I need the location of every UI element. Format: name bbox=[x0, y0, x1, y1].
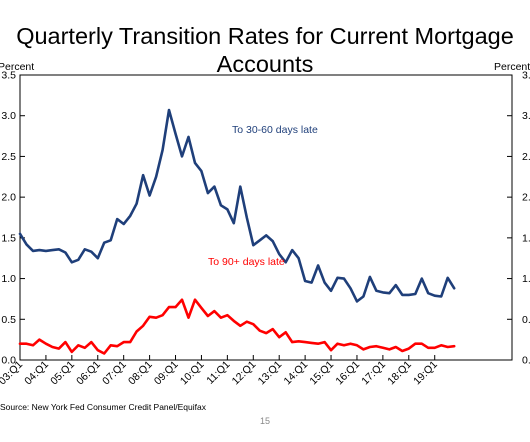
x-tick-label: 09:Q1 bbox=[152, 359, 181, 388]
y-tick-label-left: 2.5 bbox=[1, 151, 16, 163]
x-tick-label: 19:Q1 bbox=[411, 359, 440, 388]
series-line-90-plus-days bbox=[18, 298, 456, 355]
x-tick-label: 11:Q1 bbox=[204, 359, 232, 387]
x-tick-label: 12:Q1 bbox=[230, 359, 259, 388]
y-tick-label-right: 0.5 bbox=[522, 314, 530, 326]
x-tick-label: 05:Q1 bbox=[48, 359, 77, 388]
y-tick-label-left: 2.0 bbox=[1, 192, 16, 204]
y-axis-label-right: Percent bbox=[494, 61, 530, 73]
x-tick-label: 14:Q1 bbox=[282, 359, 311, 388]
y-tick-label-left: 0.5 bbox=[1, 314, 16, 326]
source-note: Source: New York Fed Consumer Credit Pan… bbox=[0, 402, 206, 412]
y-tick-label-right: 2.0 bbox=[522, 192, 530, 204]
x-tick-label: 17:Q1 bbox=[359, 359, 388, 388]
x-tick-label: 16:Q1 bbox=[333, 359, 362, 388]
x-tick-label: 13:Q1 bbox=[256, 359, 285, 388]
y-tick-label-right: 2.5 bbox=[522, 151, 530, 163]
series-line-30-60-days bbox=[18, 108, 456, 303]
y-tick-label-left: 3.5 bbox=[1, 70, 16, 82]
y-tick-label-right: 3.5 bbox=[522, 70, 530, 82]
x-tick-label: 18:Q1 bbox=[385, 359, 414, 388]
y-tick-label-right: 3.0 bbox=[522, 110, 530, 122]
y-tick-label-right: 0.0 bbox=[522, 355, 530, 367]
x-tick-label: 10:Q1 bbox=[178, 359, 207, 388]
y-tick-label-right: 1.5 bbox=[522, 232, 530, 244]
plot-frame bbox=[19, 74, 513, 361]
x-tick-label: 08:Q1 bbox=[126, 359, 155, 388]
y-tick-label-left: 1.5 bbox=[1, 232, 16, 244]
y-axis-label-left: Percent bbox=[0, 61, 34, 73]
page-number: 15 bbox=[259, 416, 270, 426]
y-tick-label-right: 1.0 bbox=[522, 273, 530, 285]
y-tick-label-left: 0.0 bbox=[1, 355, 16, 367]
series-lines bbox=[18, 108, 456, 355]
annotation-90-plus-days: To 90+ days late bbox=[208, 256, 285, 268]
y-tick-label-left: 3.0 bbox=[1, 110, 16, 122]
x-tick-label: 04:Q1 bbox=[22, 359, 51, 388]
chart-title: Quarterly Transition Rates for Current M… bbox=[16, 23, 514, 77]
y-ticks: 0.0 0.0 0.5 0.5 1.0 1.0 1.5 1.5 2.0 2.0 2.5 2.5 3.0 3… bbox=[1, 70, 530, 367]
x-tick-label: 07:Q1 bbox=[100, 359, 129, 388]
x-tick-label: 15:Q1 bbox=[307, 359, 336, 388]
plot-border bbox=[19, 74, 513, 361]
y-tick-label-left: 1.0 bbox=[1, 273, 16, 285]
annotation-30-60-days: To 30-60 days late bbox=[232, 124, 318, 136]
x-tick-label: 06:Q1 bbox=[74, 359, 103, 388]
